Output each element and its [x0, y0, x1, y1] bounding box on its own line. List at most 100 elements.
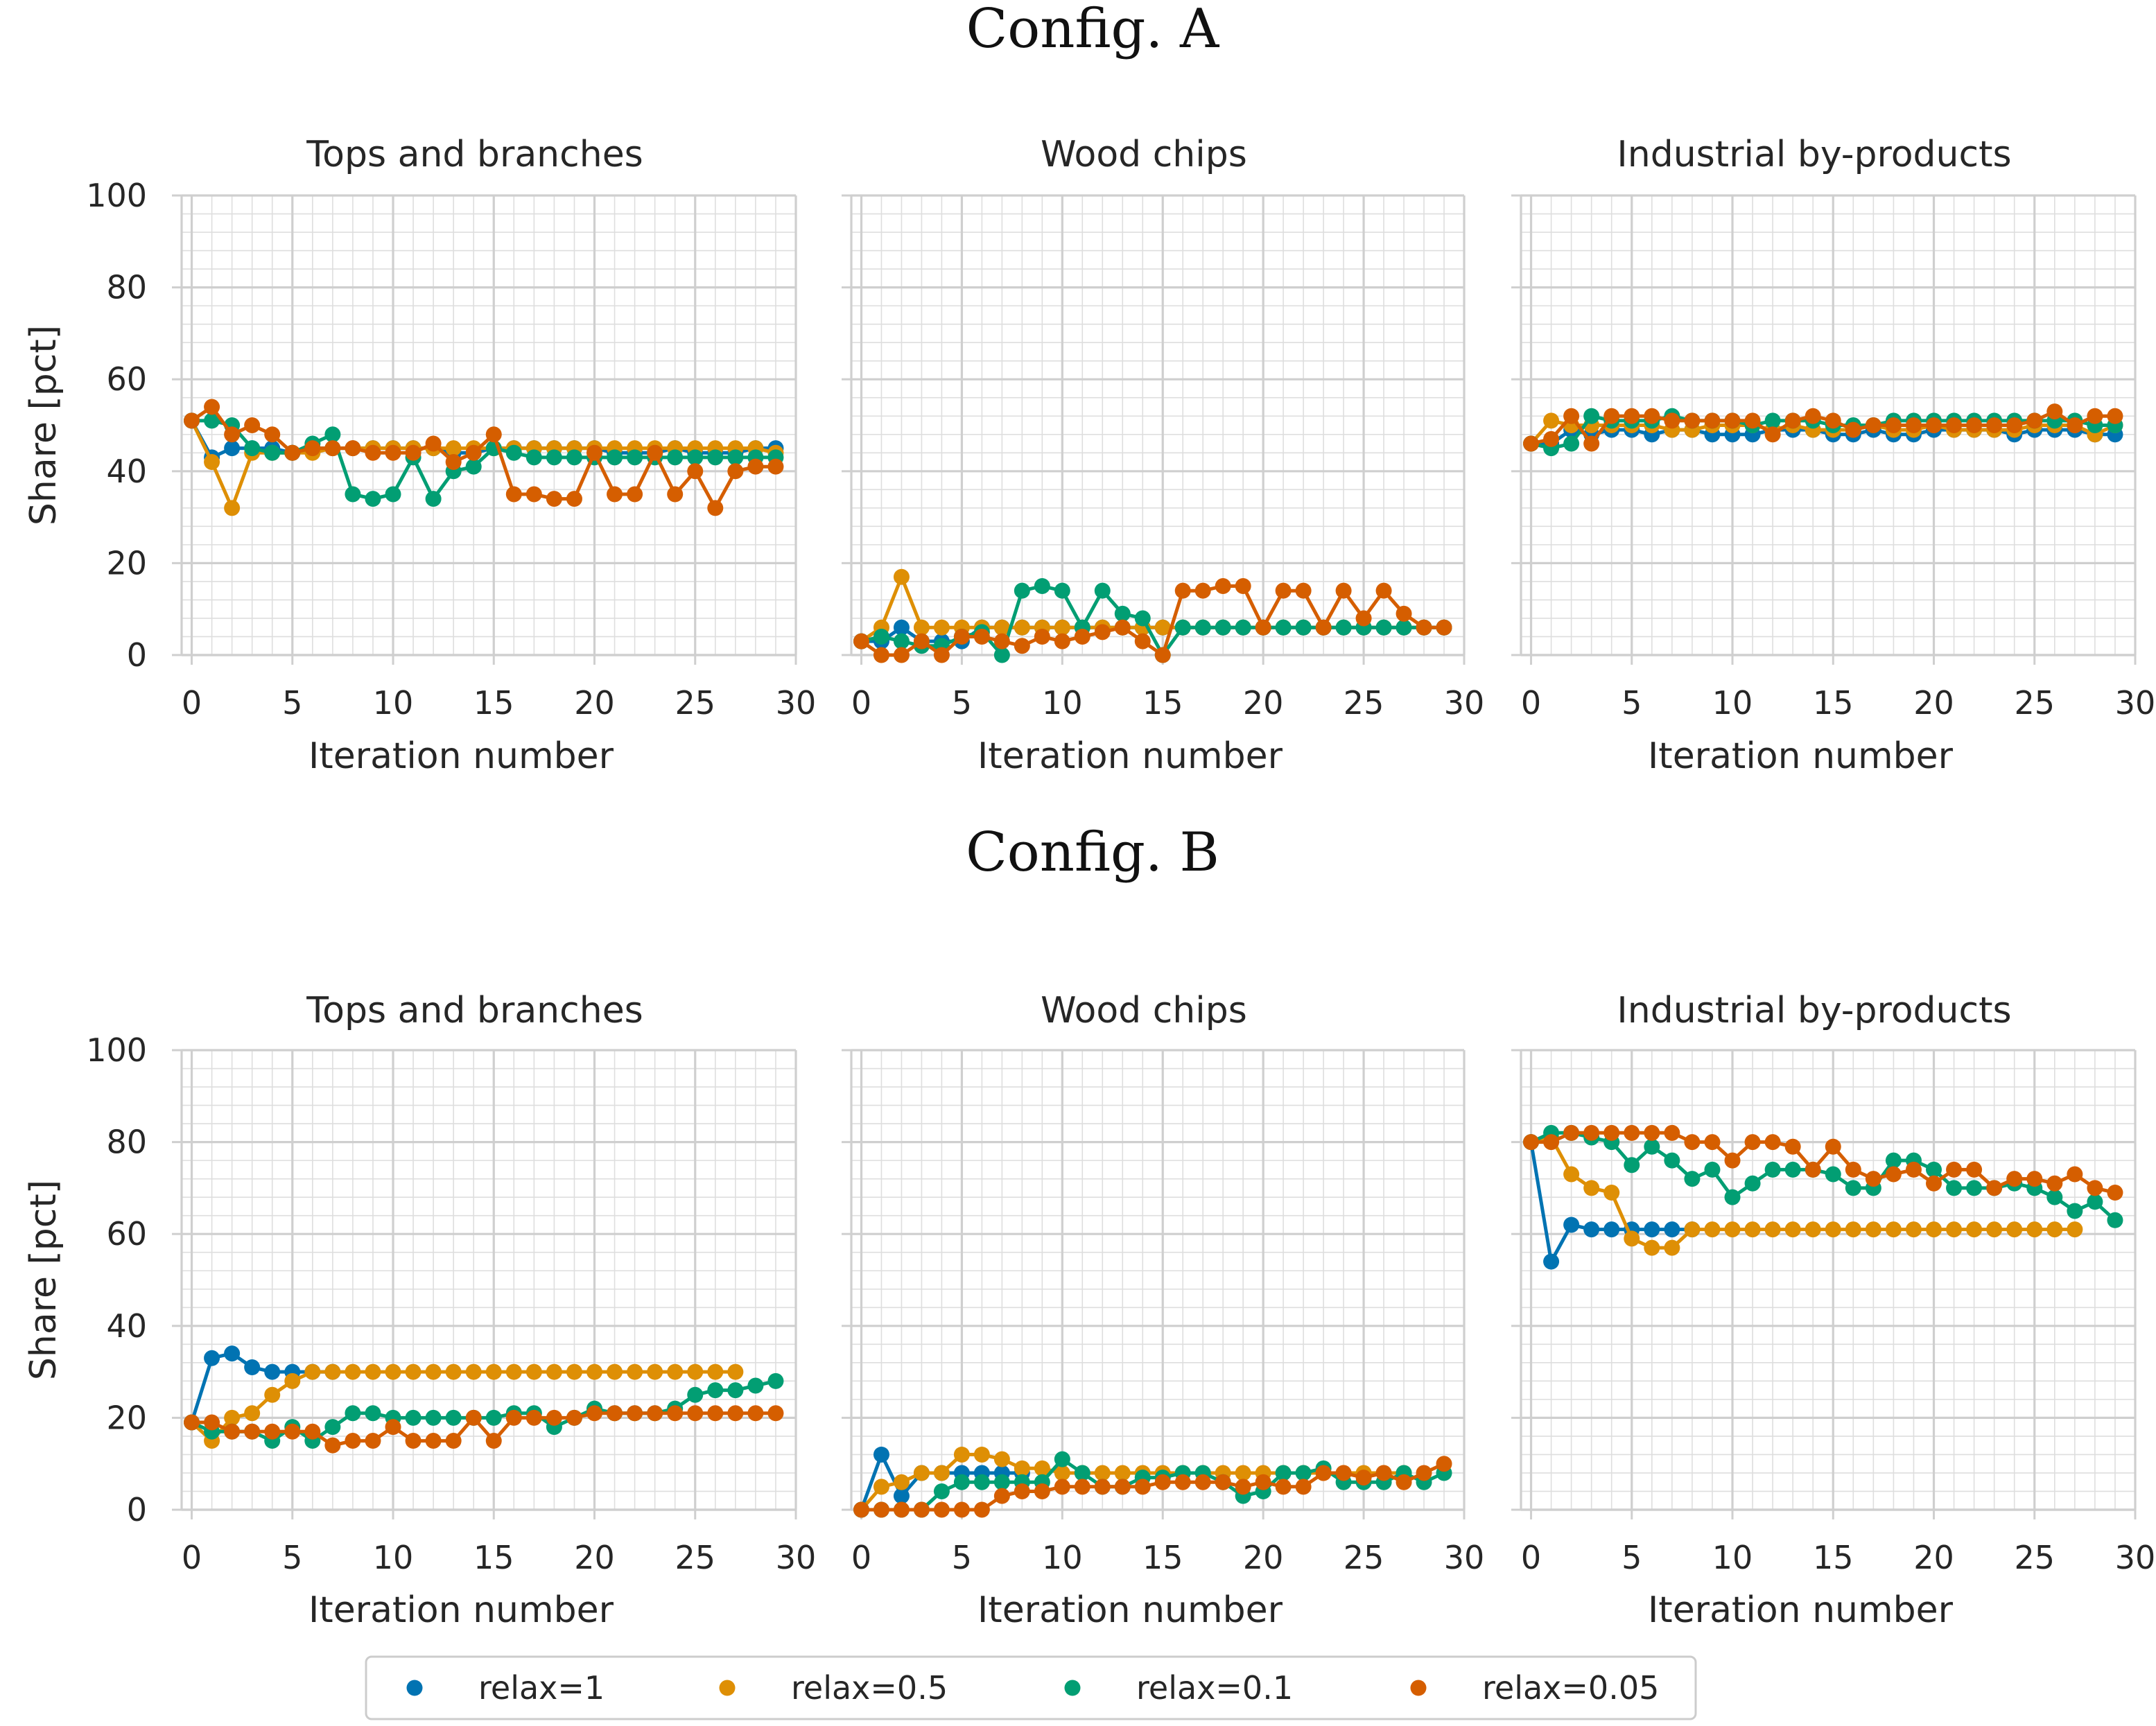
- data-point-relax-1: [1563, 1217, 1580, 1233]
- x-tick-label: 15: [473, 684, 514, 722]
- data-point-relax-0-05: [2026, 1171, 2043, 1187]
- data-point-relax-0-5: [425, 1363, 442, 1380]
- data-point-relax-0-05: [1416, 619, 1432, 636]
- data-point-relax-0-05: [244, 1423, 261, 1440]
- data-point-relax-0-5: [1926, 1221, 1942, 1238]
- data-point-relax-0-05: [1966, 1161, 1983, 1178]
- data-point-relax-0-05: [345, 440, 361, 457]
- data-point-relax-0-05: [1724, 1152, 1741, 1169]
- data-point-relax-0-05: [264, 1423, 281, 1440]
- data-point-relax-0-5: [204, 454, 220, 471]
- x-tick-label: 30: [776, 1539, 817, 1576]
- y-tick-label: 40: [106, 1307, 147, 1345]
- data-point-relax-0-1: [1194, 619, 1211, 636]
- data-point-relax-0-05: [1845, 1161, 1861, 1178]
- data-point-relax-0-1: [893, 633, 910, 650]
- data-point-relax-0-05: [1684, 412, 1701, 429]
- data-point-relax-0-05: [566, 491, 582, 507]
- data-point-relax-1: [1543, 1253, 1560, 1270]
- data-point-relax-0-1: [425, 491, 442, 507]
- y-tick-label: 80: [106, 269, 147, 306]
- series-relax-0-05: [853, 1456, 1452, 1518]
- data-point-relax-0-1: [525, 449, 542, 466]
- data-point-relax-0-05: [1335, 582, 1352, 599]
- data-point-relax-0-05: [445, 1433, 462, 1449]
- data-point-relax-0-1: [1764, 412, 1781, 429]
- data-point-relax-0-5: [1946, 1221, 1963, 1238]
- data-point-relax-0-05: [204, 399, 220, 415]
- series-relax-0-05: [1523, 1124, 2123, 1201]
- legend-item-relax-1: relax=1: [406, 1669, 605, 1707]
- data-point-relax-0-05: [1014, 1483, 1030, 1499]
- data-point-relax-0-05: [1845, 421, 1861, 438]
- data-point-relax-0-05: [184, 412, 200, 429]
- data-point-relax-0-05: [425, 435, 442, 452]
- data-point-relax-0-5: [445, 1363, 462, 1380]
- legend-item-relax-0-05: relax=0.05: [1410, 1669, 1659, 1707]
- data-point-relax-0-05: [1355, 1470, 1372, 1486]
- panel-config-a-industrial-by-products: 0 5 10 15 20 25 30 Industrial by-products Iterat…: [1511, 134, 2155, 777]
- data-point-relax-0-05: [1074, 1479, 1090, 1495]
- data-point-relax-0-1: [1926, 1161, 1942, 1178]
- x-tick-label: 20: [574, 1539, 615, 1576]
- x-tick-label: 5: [282, 1539, 302, 1576]
- data-point-relax-0-05: [953, 628, 970, 645]
- data-point-relax-0-05: [627, 1405, 643, 1422]
- data-point-relax-0-05: [465, 1409, 482, 1426]
- data-point-relax-0-05: [707, 500, 724, 516]
- data-point-relax-0-05: [224, 1423, 241, 1440]
- data-point-relax-0-5: [1154, 619, 1171, 636]
- data-point-relax-0-5: [566, 1363, 582, 1380]
- series-relax-0-5: [184, 1363, 744, 1449]
- data-point-relax-0-05: [1543, 1134, 1560, 1151]
- data-point-relax-0-5: [1014, 619, 1030, 636]
- data-point-relax-0-1: [365, 1405, 381, 1422]
- data-point-relax-0-05: [2107, 408, 2123, 424]
- data-point-relax-0-05: [1704, 412, 1721, 429]
- data-point-relax-0-1: [1946, 1180, 1963, 1196]
- data-point-relax-0-05: [1523, 1134, 1540, 1151]
- data-point-relax-0-05: [1436, 1456, 1452, 1472]
- data-point-relax-0-05: [727, 1405, 744, 1422]
- y-tick-label: 20: [106, 1399, 147, 1436]
- data-point-relax-0-05: [1805, 1161, 1821, 1178]
- series-relax-0-05: [1523, 403, 2123, 452]
- data-point-relax-0-05: [405, 1433, 421, 1449]
- data-point-relax-0-05: [1094, 624, 1111, 640]
- data-point-relax-0-5: [345, 1363, 361, 1380]
- data-point-relax-0-5: [1724, 1221, 1741, 1238]
- data-point-relax-0-5: [627, 1363, 643, 1380]
- data-point-relax-0-1: [1114, 605, 1131, 622]
- data-point-relax-0-05: [1664, 412, 1680, 429]
- data-point-relax-0-05: [385, 1419, 401, 1436]
- data-point-relax-0-05: [284, 444, 301, 461]
- data-point-relax-0-1: [1563, 435, 1580, 452]
- data-point-relax-0-5: [1235, 1465, 1251, 1481]
- data-point-relax-0-05: [1295, 582, 1312, 599]
- x-tick-label: 0: [182, 684, 202, 722]
- data-point-relax-0-5: [485, 1363, 502, 1380]
- data-point-relax-0-5: [913, 619, 930, 636]
- data-point-relax-0-5: [244, 1405, 261, 1422]
- data-point-relax-0-1: [204, 412, 220, 429]
- data-point-relax-0-05: [2067, 1166, 2083, 1183]
- data-point-relax-0-1: [607, 449, 623, 466]
- data-point-relax-0-05: [1744, 412, 1761, 429]
- y-axis-label: Share [pct]: [23, 1180, 64, 1380]
- data-point-relax-0-1: [707, 1382, 724, 1399]
- data-point-relax-0-1: [1845, 1180, 1861, 1196]
- x-axis-label: Iteration number: [308, 735, 614, 777]
- data-point-relax-0-5: [505, 1363, 522, 1380]
- data-point-relax-0-1: [687, 449, 704, 466]
- y-tick-label: 0: [127, 1491, 147, 1528]
- data-point-relax-0-1: [747, 1377, 764, 1394]
- data-point-relax-0-05: [1335, 1465, 1352, 1481]
- data-point-relax-1: [1583, 1221, 1600, 1238]
- data-point-relax-0-05: [546, 491, 562, 507]
- panel-title: Wood chips: [1041, 134, 1247, 175]
- data-point-relax-0-1: [465, 458, 482, 475]
- data-point-relax-0-05: [425, 1433, 442, 1449]
- data-point-relax-0-5: [1034, 1460, 1050, 1476]
- data-point-relax-0-05: [445, 454, 462, 471]
- x-tick-label: 0: [851, 684, 871, 722]
